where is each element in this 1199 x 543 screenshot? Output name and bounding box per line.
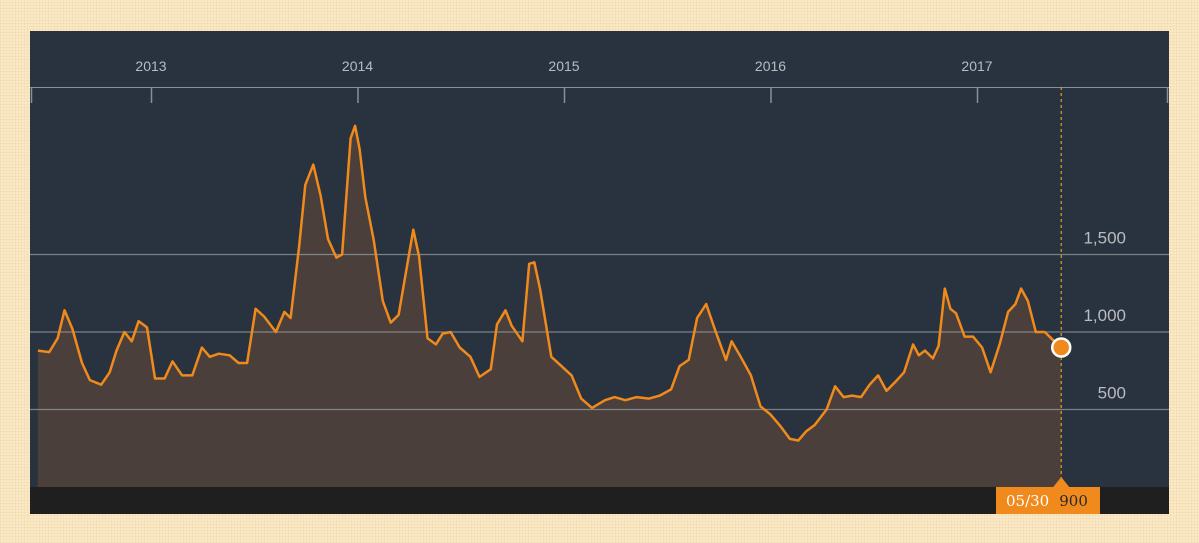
x-tick-label-2015: 2015 xyxy=(548,58,579,74)
chart-footer-bar xyxy=(30,487,1169,514)
x-tick-label-2017: 2017 xyxy=(961,58,992,74)
y-tick-label-1000: 1,000 xyxy=(1083,306,1126,325)
y-tick-label-1500: 1,500 xyxy=(1083,229,1126,248)
tooltip-date: 05/30 xyxy=(1006,492,1050,510)
chart-canvas: 2013 2014 2015 2016 2017 500 1,000 1,500 xyxy=(30,58,1169,488)
y-tick-label-500: 500 xyxy=(1098,384,1126,403)
crosshair-tooltip: 05/30 900 xyxy=(996,487,1100,514)
tooltip-pointer xyxy=(1053,477,1070,487)
series-line xyxy=(37,124,1063,442)
x-tick-label-2013: 2013 xyxy=(135,58,166,74)
series-area xyxy=(37,125,1062,488)
x-tick-label-2016: 2016 xyxy=(755,58,786,74)
crosshair-marker xyxy=(1050,337,1072,358)
x-tick-label-2014: 2014 xyxy=(342,58,373,74)
tooltip-value: 900 xyxy=(1059,492,1088,510)
chart-panel: 2013 2014 2015 2016 2017 500 1,000 1,500 05/30 … xyxy=(30,31,1169,514)
